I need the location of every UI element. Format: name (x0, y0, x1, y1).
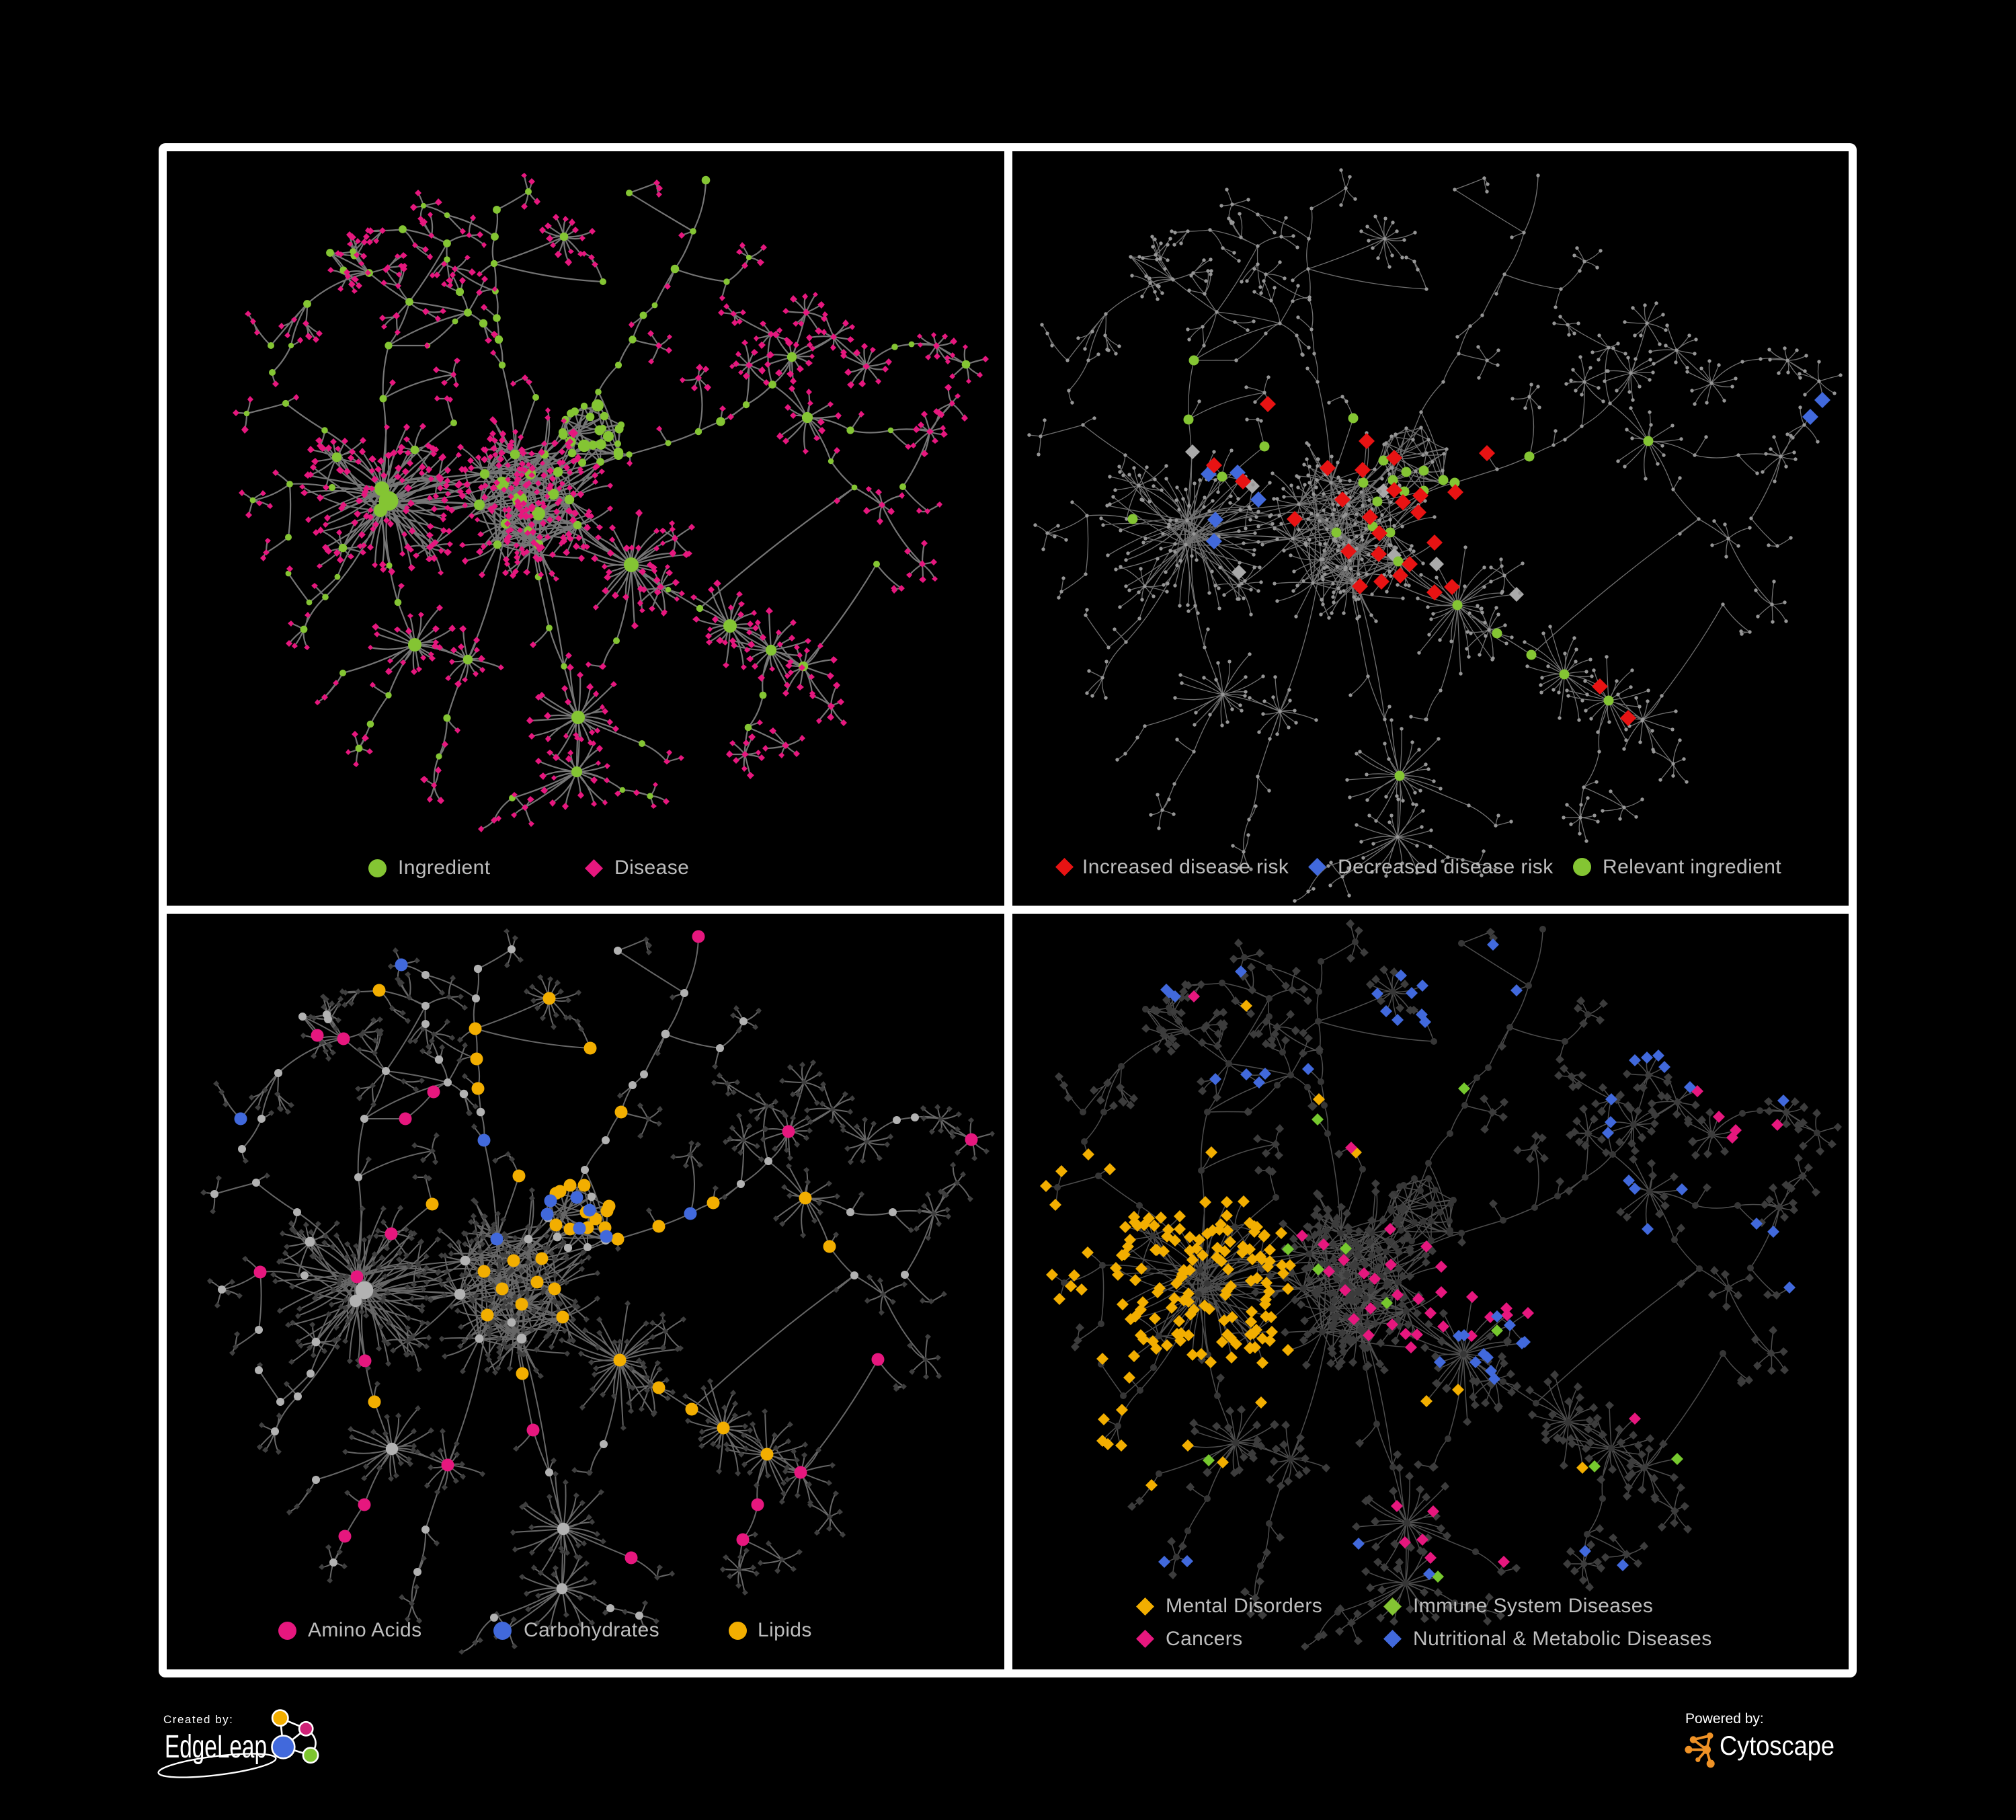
svg-text:EdgeLeap: EdgeLeap (165, 1729, 267, 1765)
svg-text:Created by:: Created by: (163, 1713, 233, 1726)
svg-text:Powered by:: Powered by: (1685, 1711, 1764, 1727)
svg-text:Cytoscape: Cytoscape (1720, 1731, 1834, 1761)
